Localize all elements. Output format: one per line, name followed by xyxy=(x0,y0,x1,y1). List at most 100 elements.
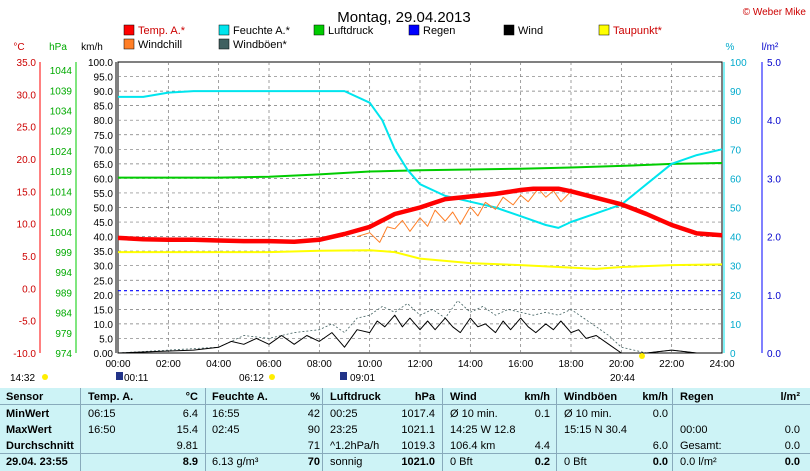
axes: 35.0 30.0 25.0 20.0 15.0 10.0 5.0 0.0 -5.0 -10.0 1… xyxy=(13,58,781,360)
stats-value: 0.1 xyxy=(534,408,550,420)
event-time-label: 14:32 xyxy=(10,373,35,384)
stats-sub-value: sonnig xyxy=(330,456,363,468)
humidity-tick-label: 80 xyxy=(730,116,742,127)
x-tick-label: 12:00 xyxy=(407,359,432,370)
stats-value: 1021.1 xyxy=(401,424,435,436)
legend: Temp. A.* Feuchte A.* Luftdruck Regen Wind Ta… xyxy=(123,24,663,51)
legend-swatch xyxy=(598,24,610,36)
group-header: Windböen xyxy=(564,391,618,403)
group-header: Regen xyxy=(680,391,714,403)
legend-swatch xyxy=(218,24,230,36)
x-tick-label: 00:00 xyxy=(105,359,130,370)
wind-tick-label: 45.0 xyxy=(94,218,114,229)
series-line-taupunkt xyxy=(118,249,723,270)
stats-sub-value: 06:15 xyxy=(88,408,116,420)
event-time-label: 09:01 xyxy=(350,373,375,384)
pressure-tick-label: 1004 xyxy=(50,228,73,239)
stats-sub-value: 0.0 l/m² xyxy=(680,456,717,468)
stats-value: 1017.4 xyxy=(401,408,435,420)
stats-sub-value: 16:50 xyxy=(88,424,116,436)
stats-value: 8.9 xyxy=(182,456,198,468)
stats-value: 0.0 xyxy=(784,424,800,436)
wind-tick-label: 40.0 xyxy=(94,233,114,244)
wind-tick-label: 100.0 xyxy=(88,58,113,69)
series-line-windb-en xyxy=(117,300,722,354)
pressure-tick-label: 1009 xyxy=(50,208,73,219)
stats-sub-value: 0 Bft xyxy=(450,456,473,468)
row-label: 29.04. 23:55 xyxy=(6,456,68,468)
series-line-feuchte-a xyxy=(118,90,723,229)
x-tick-label: 10:00 xyxy=(357,359,382,370)
legend-label: Regen xyxy=(423,25,455,37)
stats-value: 4.4 xyxy=(534,440,550,452)
legend-swatch xyxy=(313,24,325,36)
series-line-temp-a xyxy=(117,186,723,245)
temp-tick-label: 15.0 xyxy=(17,187,37,198)
x-tick-label: 08:00 xyxy=(307,359,332,370)
stats-value: 6.0 xyxy=(652,440,668,452)
stats-value: 0.2 xyxy=(534,456,550,468)
wind-tick-label: 90.0 xyxy=(94,87,114,98)
stats-value: 42 xyxy=(307,408,320,420)
stats-value: 1021.0 xyxy=(401,456,435,468)
stats-value: 90 xyxy=(307,424,320,436)
wind-tick-label: 10.0 xyxy=(94,320,114,331)
stats-value: 70 xyxy=(307,456,320,468)
table-row-divider xyxy=(0,453,810,454)
temp-unit-label: °C xyxy=(13,42,24,53)
temp-tick-label: 25.0 xyxy=(17,123,37,134)
wind-tick-label: 85.0 xyxy=(94,102,114,113)
stats-sub-value: 14:25 W 12.8 xyxy=(450,424,516,436)
wind-tick-label: 95.0 xyxy=(94,73,114,84)
table-col-divider xyxy=(442,388,443,471)
humidity-tick-label: 60 xyxy=(730,174,742,185)
temp-tick-label: -10.0 xyxy=(13,349,36,360)
group-unit: km/h xyxy=(524,391,550,403)
wind-tick-label: 75.0 xyxy=(94,131,114,142)
x-tick-label: 02:00 xyxy=(156,359,181,370)
humidity-tick-label: 40 xyxy=(730,233,742,244)
wind-tick-label: 20.0 xyxy=(94,291,114,302)
wind-tick-label: 35.0 xyxy=(94,247,114,258)
table-col-divider xyxy=(556,388,557,471)
series-group xyxy=(117,90,723,354)
rain-tick-label: 2.0 xyxy=(767,233,781,244)
credit-text: © Weber Mike xyxy=(743,7,807,18)
humidity-unit-label: % xyxy=(726,42,735,53)
stats-sub-value: 106.4 km xyxy=(450,440,496,452)
legend-label: Taupunkt* xyxy=(613,25,663,37)
x-tick-label: 22:00 xyxy=(659,359,684,370)
series-line-luftdruck xyxy=(118,162,723,179)
table-col-divider xyxy=(672,388,673,471)
table-col-divider xyxy=(322,388,323,471)
legend-swatch xyxy=(408,24,420,36)
x-tick-label: 20:00 xyxy=(609,359,634,370)
pressure-tick-label: 1039 xyxy=(50,86,73,97)
group-header: Feuchte A. xyxy=(212,391,268,403)
pressure-tick-label: 1034 xyxy=(50,107,73,118)
group-header: Temp. A. xyxy=(88,391,134,403)
legend-label: Windböen* xyxy=(233,39,288,51)
pressure-tick-label: 1024 xyxy=(50,147,73,158)
sun-marker xyxy=(42,374,48,380)
event-labels: 14:32 00:11 06:12 09:01 20:44 xyxy=(10,353,645,384)
wind-tick-label: 50.0 xyxy=(94,204,114,215)
group-unit: °C xyxy=(185,391,198,403)
pressure-tick-label: 989 xyxy=(55,288,72,299)
legend-swatch xyxy=(123,38,135,50)
event-time-label: 00:11 xyxy=(124,373,149,384)
group-header: Wind xyxy=(450,391,477,403)
wind-tick-label: 30.0 xyxy=(94,262,114,273)
legend-swatch xyxy=(503,24,515,36)
wind-tick-label: 65.0 xyxy=(94,160,114,171)
x-tick-label: 16:00 xyxy=(508,359,533,370)
wind-tick-label: 80.0 xyxy=(94,116,114,127)
stats-table: Sensor MinWert MaxWert Durchschnitt 29.04. 2… xyxy=(0,388,810,471)
wind-tick-label: 0.00 xyxy=(94,349,114,360)
rain-tick-label: 1.0 xyxy=(767,291,781,302)
table-row-divider xyxy=(0,404,810,405)
stats-sub-value: 0 Bft xyxy=(564,456,587,468)
stats-value: 0.0 xyxy=(652,408,668,420)
axis-unit-labels: °C hPa km/h% l/m² xyxy=(13,42,779,53)
x-tick-label: 04:00 xyxy=(206,359,231,370)
